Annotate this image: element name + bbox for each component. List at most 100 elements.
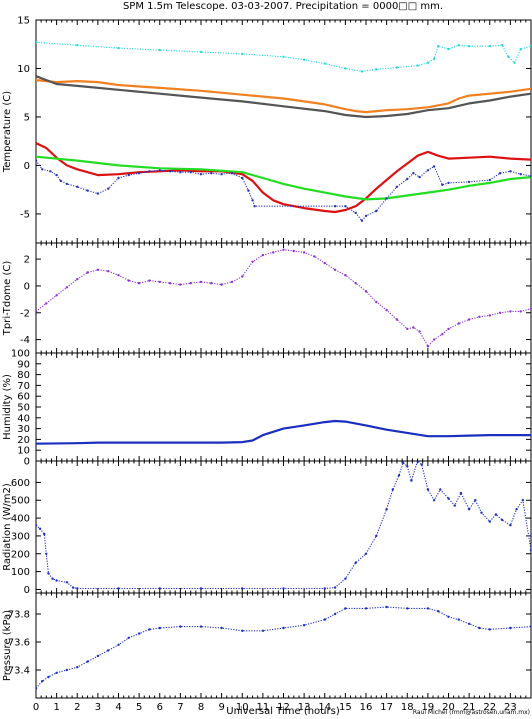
data-point (76, 185, 79, 188)
data-point (220, 173, 223, 176)
data-point (509, 524, 512, 527)
x-tick-label: 18 (401, 702, 414, 713)
data-point (420, 463, 423, 466)
x-tick-label: 11 (257, 702, 270, 713)
y-tick-label: 0 (24, 457, 30, 468)
series-group (36, 461, 531, 590)
x-tick-label: 5 (136, 702, 142, 713)
plot-frame (35, 352, 532, 462)
series-group (36, 419, 531, 445)
data-point (406, 177, 409, 181)
y-tick-label: 90 (17, 359, 30, 370)
y-tick-label: 0 (24, 161, 30, 172)
y-tick-label: 2 (24, 255, 30, 266)
data-point (36, 159, 38, 162)
y-tick-label: 400 (11, 514, 30, 525)
data-point (474, 499, 477, 502)
data-point (51, 577, 54, 580)
data-point (65, 286, 69, 289)
data-point (529, 307, 531, 310)
data-point (117, 274, 120, 277)
data-point (488, 628, 491, 631)
data-point (282, 626, 285, 630)
data-point (488, 314, 491, 317)
data-point (86, 271, 89, 274)
panel-pressure: 73.473.673.80 1 2 3 4 5 6 7 8 9 10 11 12 13 14 15 16 17 18… (2, 592, 532, 713)
data-point (107, 187, 110, 190)
data-point (478, 315, 481, 318)
y-tick-label: 40 (17, 413, 30, 424)
data-point (333, 205, 337, 208)
series-group (36, 248, 531, 348)
data-point (117, 587, 120, 590)
data-point (529, 625, 531, 628)
plot-frame (35, 242, 532, 354)
plot-frame (35, 460, 532, 594)
data-point (189, 282, 192, 285)
data-point (137, 172, 141, 175)
data-point (364, 290, 368, 293)
y-tick-label: 15 (17, 16, 30, 27)
data-point (418, 175, 421, 179)
data-point (478, 626, 481, 630)
data-point (96, 192, 100, 195)
data-point (418, 330, 421, 333)
data-point (117, 176, 120, 180)
data-point (426, 61, 430, 64)
data-point (36, 524, 38, 527)
data-point (59, 179, 62, 183)
series-group (36, 605, 531, 690)
data-point (117, 46, 120, 50)
y-tick-label: 73.8 (8, 610, 30, 621)
data-point (509, 170, 512, 173)
data-point (292, 249, 295, 253)
data-point (127, 636, 130, 639)
y-axis-label: Humidity (%) (2, 374, 13, 440)
data-point (488, 45, 491, 48)
data-point (385, 605, 388, 609)
data-point (385, 197, 388, 200)
data-point (199, 280, 203, 284)
data-point (282, 587, 285, 590)
y-tick-label: -2 (20, 308, 30, 319)
data-point (529, 45, 531, 48)
data-point (148, 170, 151, 173)
data-point (199, 625, 203, 628)
y-tick-label: 300 (11, 531, 30, 542)
data-point (459, 491, 463, 495)
data-point (467, 508, 471, 511)
data-point (158, 587, 161, 590)
data-point (391, 488, 394, 491)
data-point (441, 333, 444, 336)
data-point (519, 173, 522, 176)
data-point (199, 50, 203, 54)
data-point (220, 626, 223, 630)
y-tick-label: 5 (24, 112, 30, 123)
data-point (47, 675, 50, 679)
data-point (76, 666, 79, 669)
data-point (447, 327, 450, 331)
x-tick-label: 8 (198, 702, 204, 713)
data-point (199, 587, 203, 590)
data-point (364, 214, 368, 218)
data-point (282, 55, 285, 58)
data-point (86, 189, 89, 192)
data-point (96, 268, 100, 271)
series-line (36, 142, 531, 214)
data-point (76, 44, 79, 47)
data-point (360, 219, 364, 222)
x-axis-label: Universal Time (hours) (226, 706, 340, 717)
data-point (107, 649, 110, 652)
data-point (137, 282, 141, 285)
series-line (36, 461, 531, 590)
data-point (158, 626, 161, 630)
data-point (137, 632, 141, 635)
series-line (36, 75, 531, 119)
data-point (251, 260, 254, 263)
data-point (395, 66, 399, 69)
x-tick-label: 3 (95, 702, 101, 713)
data-point (65, 581, 69, 584)
x-tick-label: 2 (74, 702, 80, 713)
data-point (36, 41, 38, 44)
